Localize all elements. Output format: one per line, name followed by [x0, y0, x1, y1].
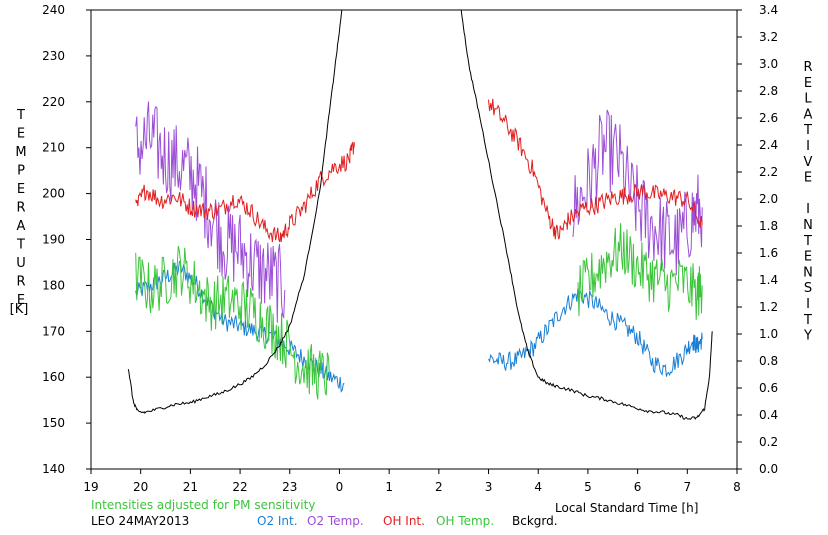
y-right-tick-label: 2.4 [759, 138, 778, 152]
y-right-tick-label: 3.4 [759, 3, 778, 17]
y-left-label-letter: U [16, 256, 26, 271]
y-right-label-letter: S [804, 281, 812, 296]
y-right-tick-label: 0.0 [759, 462, 778, 476]
x-tick-label: 23 [282, 480, 297, 494]
x-tick-label: 22 [232, 480, 247, 494]
y-left-label-letter: A [17, 219, 26, 234]
x-tick-label: 4 [534, 480, 542, 494]
y-right-tick-label: 1.6 [759, 246, 778, 260]
x-tick-label: 21 [183, 480, 198, 494]
y-right-tick-label: 0.4 [759, 408, 778, 422]
y-left-tick-label: 170 [42, 324, 65, 338]
y-right-tick-label: 0.2 [759, 435, 778, 449]
y-right-tick-label: 1.8 [759, 219, 778, 233]
y-right-label-letter: E [804, 171, 812, 186]
y-right-tick-label: 3.0 [759, 57, 778, 71]
y-right-tick-label: 3.2 [759, 30, 778, 44]
x-tick-label: 6 [634, 480, 642, 494]
y-right-tick-label: 0.6 [759, 381, 778, 395]
series-line-oh-int [135, 141, 355, 243]
y-left-tick-label: 210 [42, 141, 65, 155]
y-left-label-letter: E [17, 127, 25, 142]
y-left-unit: [K] [10, 302, 29, 317]
x-tick-label: 7 [683, 480, 691, 494]
y-left-tick-label: 160 [42, 370, 65, 384]
x-tick-label: 0 [336, 480, 344, 494]
y-left-label-letter: R [16, 275, 25, 290]
y-right-label-letter: I [806, 202, 810, 217]
y-left-tick-label: 180 [42, 278, 65, 292]
y-right-tick-label: 2.2 [759, 165, 778, 179]
x-tick-label: 5 [584, 480, 592, 494]
y-right-label-letter: I [806, 139, 810, 154]
y-right-tick-label: 2.0 [759, 192, 778, 206]
x-tick-label: 2 [435, 480, 443, 494]
y-left-tick-label: 150 [42, 416, 65, 430]
legend-oh-temp: OH Temp. [436, 514, 494, 528]
y-right-label-letter: T [803, 234, 812, 249]
y-right-label-letter: T [803, 313, 812, 328]
y-left-tick-label: 200 [42, 187, 65, 201]
y-right-label-letter: V [804, 155, 813, 170]
y-right-label-letter: T [803, 123, 812, 138]
legend-bckgrd: Bckgrd. [512, 514, 558, 528]
y-left-tick-label: 190 [42, 233, 65, 247]
y-left-tick-label: 240 [42, 3, 65, 17]
series-line-o2-temp [572, 109, 703, 276]
y-right-label-letter: I [806, 297, 810, 312]
plot-frame [90, 9, 738, 470]
series-line-oh-int [488, 98, 703, 240]
series-line-bckgrd [127, 10, 343, 414]
series-line-o2-temp [135, 101, 286, 323]
y-right-label-letter: N [803, 265, 813, 280]
y-left-label-letter: E [17, 293, 25, 308]
legend-o2-int: O2 Int. [257, 514, 298, 528]
pm-sensitivity-note: Intensities adjusted for PM sensitivity [91, 498, 315, 512]
y-right-tick-label: 1.4 [759, 273, 778, 287]
y-left-label-letter: E [17, 182, 25, 197]
y-right-tick-label: 1.2 [759, 300, 778, 314]
series-line-oh-temp [135, 245, 330, 400]
legend-oh-int: OH Int. [383, 514, 425, 528]
x-tick-label: 3 [485, 480, 493, 494]
legend-o2-temp: O2 Temp. [307, 514, 364, 528]
x-tick-label: 1 [385, 480, 393, 494]
y-right-tick-label: 2.6 [759, 111, 778, 125]
series-line-bckgrd [460, 10, 713, 421]
x-tick-label: 20 [133, 480, 148, 494]
series-line-o2-int [488, 287, 703, 377]
x-tick-label: 8 [733, 480, 741, 494]
y-right-label-letter: A [804, 107, 813, 122]
y-left-label-letter: T [16, 108, 25, 123]
y-right-tick-label: 0.8 [759, 354, 778, 368]
x-tick-label: 19 [83, 480, 98, 494]
y-right-label-letter: N [803, 218, 813, 233]
x-axis-title: Local Standard Time [h] [555, 501, 698, 515]
y-right-label-letter: L [804, 92, 812, 107]
y-left-label-letter: P [17, 164, 25, 179]
y-left-tick-label: 220 [42, 95, 65, 109]
y-left-label-letter: R [16, 201, 25, 216]
y-right-label-letter: Y [803, 329, 812, 344]
series-line-oh-temp [577, 223, 703, 320]
y-right-tick-label: 1.0 [759, 327, 778, 341]
y-right-tick-label: 2.8 [759, 84, 778, 98]
y-right-label-letter: R [803, 60, 812, 75]
y-right-axis: 0.0 0.2 0.4 0.6 0.8 1.0 1.2 1.4 1.6 1.8 2.0 2.2 2.4 2… [737, 3, 778, 476]
y-left-label-letter: T [16, 238, 25, 253]
y-left-axis: 140 150 160 170 180 190 200 210 220 230 240 [42, 3, 91, 476]
y-left-tick-label: 140 [42, 462, 65, 476]
y-left-label-letter: M [15, 145, 26, 160]
series-layer [127, 10, 713, 421]
y-right-label-letter: E [804, 76, 812, 91]
y-left-tick-label: 230 [42, 49, 65, 63]
x-axis: 19 20 21 22 23 0 1 2 3 4 5 6 7 8 [83, 469, 741, 494]
y-right-label-letter: E [804, 250, 812, 265]
site-date-label: LEO 24MAY2013 [91, 514, 189, 528]
